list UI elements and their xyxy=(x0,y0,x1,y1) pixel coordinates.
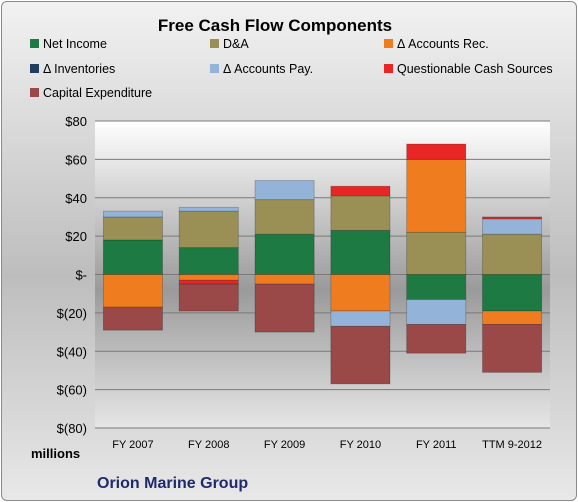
bar-d-a-fy-2008 xyxy=(178,210,239,249)
y-tick-label: $(80) xyxy=(57,421,87,436)
bar-accounts-rec-fy-2009 xyxy=(254,274,315,285)
bar-net-income-fy-2007 xyxy=(102,239,163,275)
legend-item-accounts-pay: Δ Accounts Pay. xyxy=(210,62,313,76)
bar-questionable-cash-sources-fy-2011 xyxy=(406,143,467,160)
legend-label: Net Income xyxy=(43,37,107,51)
y-tick-label: $80 xyxy=(65,114,87,129)
legend-item-capital-expenditure: Capital Expenditure xyxy=(30,86,152,100)
bar-net-income-fy-2009 xyxy=(254,233,315,275)
y-tick-label: $- xyxy=(75,268,87,283)
legend-swatch xyxy=(210,39,219,48)
bar-questionable-cash-sources-fy-2010 xyxy=(330,185,391,197)
legend: Net Income D&A Δ Accounts Rec. Δ Inventorie… xyxy=(30,37,553,100)
gridlines xyxy=(95,120,550,429)
bar-d-a-fy-2011 xyxy=(406,231,467,275)
y-tick-label: $60 xyxy=(65,152,87,167)
bar-accounts-pay-fy-2010 xyxy=(330,310,391,327)
bar-capital-expenditure-fy-2009 xyxy=(254,283,315,333)
legend-item-net-income: Net Income xyxy=(30,37,107,51)
bar-accounts-rec-fy-2010 xyxy=(330,274,391,312)
bar-capital-expenditure-ttm-9-2012 xyxy=(482,323,543,373)
legend-swatch xyxy=(30,64,39,73)
bar-net-income-ttm-9-2012 xyxy=(482,274,543,312)
bar-accounts-pay-fy-2007 xyxy=(102,210,163,218)
legend-swatch xyxy=(384,39,393,48)
bar-accounts-rec-fy-2008 xyxy=(178,274,239,281)
y-tick-label: $20 xyxy=(65,229,87,244)
legend-label: Δ Inventories xyxy=(43,62,115,76)
x-axis: FY 2007 FY 2008 FY 2009 FY 2010 FY 2011 TTM 9… xyxy=(112,439,542,451)
x-tick-label: TTM 9-2012 xyxy=(482,439,542,451)
chart-title: Free Cash Flow Components xyxy=(158,16,392,35)
units-label: millions xyxy=(31,446,80,461)
bar-accounts-rec-ttm-9-2012 xyxy=(482,310,543,325)
bars xyxy=(102,143,543,385)
bar-d-a-fy-2010 xyxy=(330,195,391,231)
bar-accounts-pay-fy-2008 xyxy=(178,206,239,212)
y-tick-label: $(20) xyxy=(57,306,87,321)
legend-swatch xyxy=(30,88,39,97)
bar-d-a-fy-2009 xyxy=(254,199,315,235)
legend-swatch xyxy=(30,39,39,48)
legend-item-inventories: Δ Inventories xyxy=(30,62,115,76)
bar-capital-expenditure-fy-2011 xyxy=(406,323,467,354)
bar-accounts-rec-fy-2011 xyxy=(406,158,467,233)
legend-swatch xyxy=(384,64,393,73)
x-tick-label: FY 2008 xyxy=(188,439,229,451)
bar-net-income-fy-2008 xyxy=(178,247,239,275)
bar-accounts-pay-ttm-9-2012 xyxy=(482,218,543,235)
bar-capital-expenditure-fy-2008 xyxy=(178,283,239,312)
legend-item-accounts-rec: Δ Accounts Rec. xyxy=(384,37,489,51)
y-tick-label: $40 xyxy=(65,191,87,206)
x-tick-label: FY 2009 xyxy=(264,439,305,451)
y-axis: $80 $60 $40 $20 $- $(20) $(40) $(60) $(80) xyxy=(57,114,87,436)
x-tick-label: FY 2007 xyxy=(112,439,153,451)
x-tick-label: FY 2010 xyxy=(340,439,381,451)
bar-questionable-cash-sources-ttm-9-2012 xyxy=(482,216,543,220)
legend-label: Questionable Cash Sources xyxy=(397,62,553,76)
bar-questionable-cash-sources-fy-2008 xyxy=(178,279,239,285)
bar-capital-expenditure-fy-2010 xyxy=(330,325,391,385)
legend-item-d-a: D&A xyxy=(210,37,249,51)
legend-item-questionable-cash-sources: Questionable Cash Sources xyxy=(384,62,553,76)
company-label: Orion Marine Group xyxy=(97,475,248,492)
legend-label: Δ Accounts Pay. xyxy=(223,62,313,76)
y-tick-label: $(60) xyxy=(57,383,87,398)
bar-accounts-pay-fy-2011 xyxy=(406,299,467,325)
bar-accounts-rec-fy-2007 xyxy=(102,274,163,308)
x-tick-label: FY 2011 xyxy=(416,439,457,451)
bar-d-a-ttm-9-2012 xyxy=(482,233,543,275)
bar-d-a-fy-2007 xyxy=(102,216,163,241)
legend-label: Δ Accounts Rec. xyxy=(397,37,489,51)
legend-label: D&A xyxy=(223,37,249,51)
bar-capital-expenditure-fy-2007 xyxy=(102,306,163,331)
y-tick-label: $(40) xyxy=(57,344,87,359)
bar-net-income-fy-2011 xyxy=(406,274,467,300)
bar-net-income-fy-2010 xyxy=(330,229,391,275)
legend-label: Capital Expenditure xyxy=(43,86,152,100)
legend-swatch xyxy=(210,64,219,73)
bar-accounts-pay-fy-2009 xyxy=(254,180,315,201)
